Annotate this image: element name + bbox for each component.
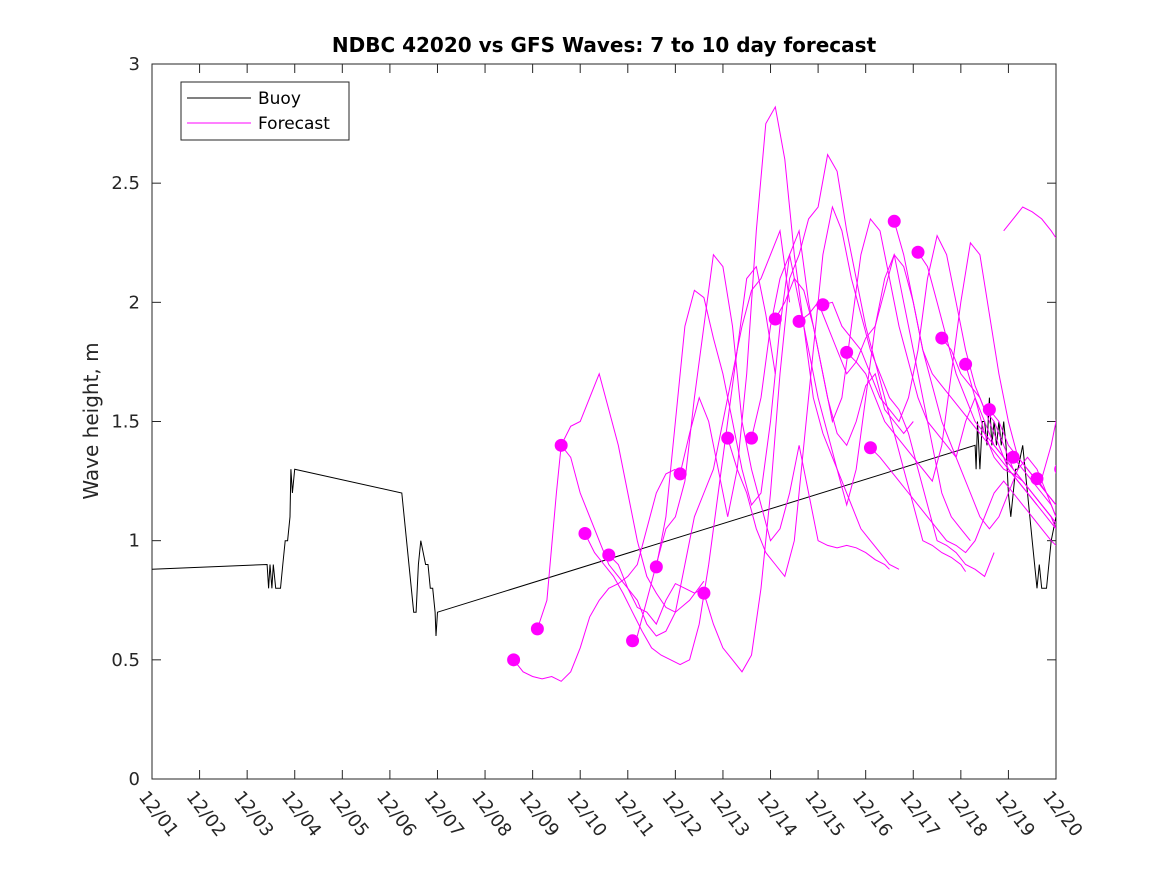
axes-box xyxy=(151,63,1057,780)
forecast-marker xyxy=(1054,464,1056,474)
legend-buoy-label: Buoy xyxy=(258,89,301,109)
forecast-marker xyxy=(1030,472,1044,486)
forecast-line-24 xyxy=(1041,418,1056,479)
forecast-marker xyxy=(863,441,877,455)
forecast-marker xyxy=(816,298,830,312)
forecast-line-11 xyxy=(751,252,971,542)
forecast-marker xyxy=(697,586,711,600)
forecast-marker xyxy=(982,403,996,417)
y-tick-label: 2.5 xyxy=(111,173,140,194)
forecast-marker xyxy=(744,431,758,445)
forecast-line-22 xyxy=(1012,456,1056,517)
y-tick-label: 2 xyxy=(129,292,140,313)
forecast-line-6 xyxy=(632,253,890,642)
forecast-line-12 xyxy=(774,217,1014,470)
forecast-line-7 xyxy=(655,228,914,567)
forecast-marker xyxy=(959,357,973,371)
y-tick-label: 0.5 xyxy=(111,650,140,671)
chart-title: NDBC 42020 vs GFS Waves: 7 to 10 day for… xyxy=(332,33,877,57)
y-tick-label: 3 xyxy=(129,54,140,75)
forecast-marker xyxy=(1006,450,1020,464)
forecast-marker xyxy=(578,527,592,541)
forecast-line-16 xyxy=(870,447,1056,554)
y-tick-label: 1 xyxy=(129,531,140,552)
forecast-marker xyxy=(507,653,521,667)
forecast-line-2 xyxy=(536,372,705,630)
forecast-marker xyxy=(530,622,544,636)
series-group xyxy=(152,105,1056,682)
forecast-line-9 xyxy=(703,153,967,673)
forecast-marker xyxy=(911,245,925,259)
buoy-line xyxy=(152,397,1056,637)
forecast-marker xyxy=(673,467,687,481)
forecast-marker xyxy=(840,345,854,359)
forecast-marker xyxy=(887,214,901,228)
y-tick-label: 1.5 xyxy=(111,412,140,433)
forecast-line-4 xyxy=(584,265,776,666)
forecast-line-20 xyxy=(965,364,1056,529)
forecast-line-1 xyxy=(513,468,676,682)
forecast-marker xyxy=(935,331,949,345)
forecast-line-26 xyxy=(1003,206,1056,239)
forecast-marker xyxy=(792,314,806,328)
legend: Buoy Forecast xyxy=(180,81,350,141)
forecast-line-10 xyxy=(727,205,995,578)
forecast-line-19 xyxy=(941,337,1056,530)
forecast-line-8 xyxy=(679,105,900,570)
legend-box xyxy=(180,81,350,141)
legend-forecast-label: Forecast xyxy=(258,114,330,134)
forecast-marker xyxy=(626,634,640,648)
forecast-marker xyxy=(721,431,735,445)
forecast-marker xyxy=(602,548,616,562)
y-axis-label: Wave height, m xyxy=(79,342,103,499)
forecast-marker xyxy=(554,438,568,452)
forecast-line-17 xyxy=(893,221,1056,530)
y-tick-label: 0 xyxy=(129,769,140,790)
forecast-marker xyxy=(649,560,663,574)
forecast-marker xyxy=(768,312,782,326)
forecast-line-5 xyxy=(608,228,791,637)
